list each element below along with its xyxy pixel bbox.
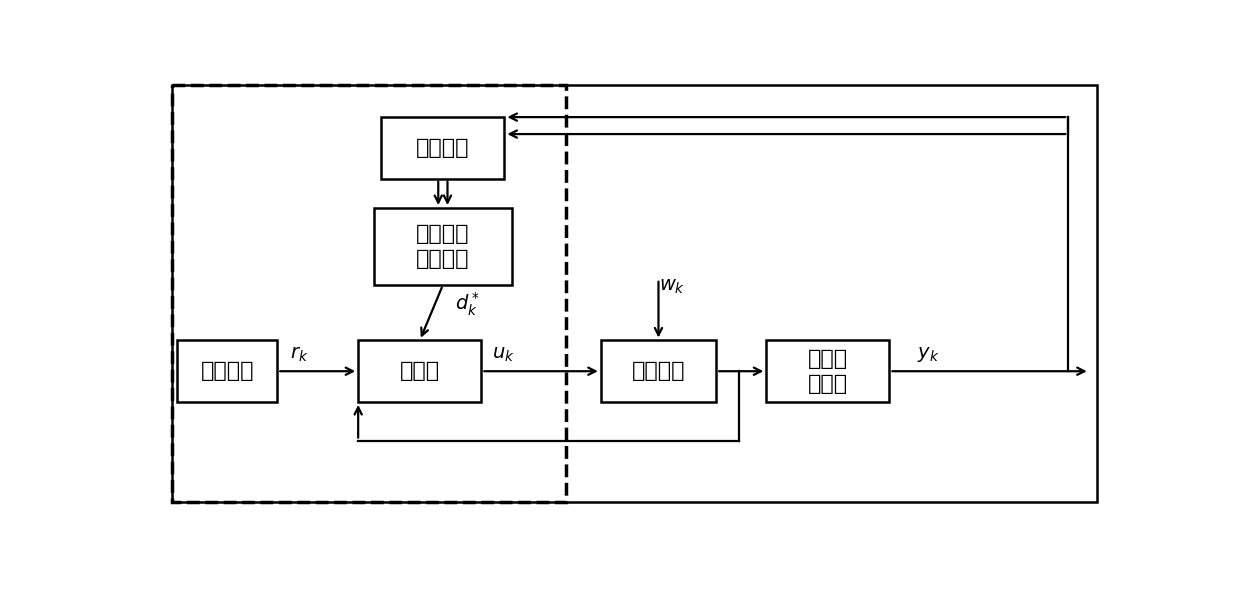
Text: 位置检
测模块: 位置检 测模块 [808, 349, 847, 394]
Bar [374, 208, 512, 285]
Text: 伺服对象: 伺服对象 [632, 361, 685, 381]
Bar [172, 85, 566, 502]
Bar [766, 340, 890, 402]
Text: $u_k$: $u_k$ [492, 345, 514, 364]
Bar [177, 340, 278, 402]
Bar [358, 340, 482, 402]
Text: 干扰差分
补偿模块: 干扰差分 补偿模块 [416, 224, 470, 269]
Text: 给定模块: 给定模块 [201, 361, 254, 381]
Text: $d_k^*$: $d_k^*$ [455, 291, 479, 318]
Bar [601, 340, 716, 402]
Text: 存储模块: 存储模块 [416, 138, 470, 158]
Text: $y_k$: $y_k$ [917, 345, 939, 364]
Text: $w_k$: $w_k$ [659, 277, 685, 296]
Bar [382, 117, 504, 178]
Text: 控制器: 控制器 [400, 361, 440, 381]
Text: $r_k$: $r_k$ [290, 345, 309, 364]
